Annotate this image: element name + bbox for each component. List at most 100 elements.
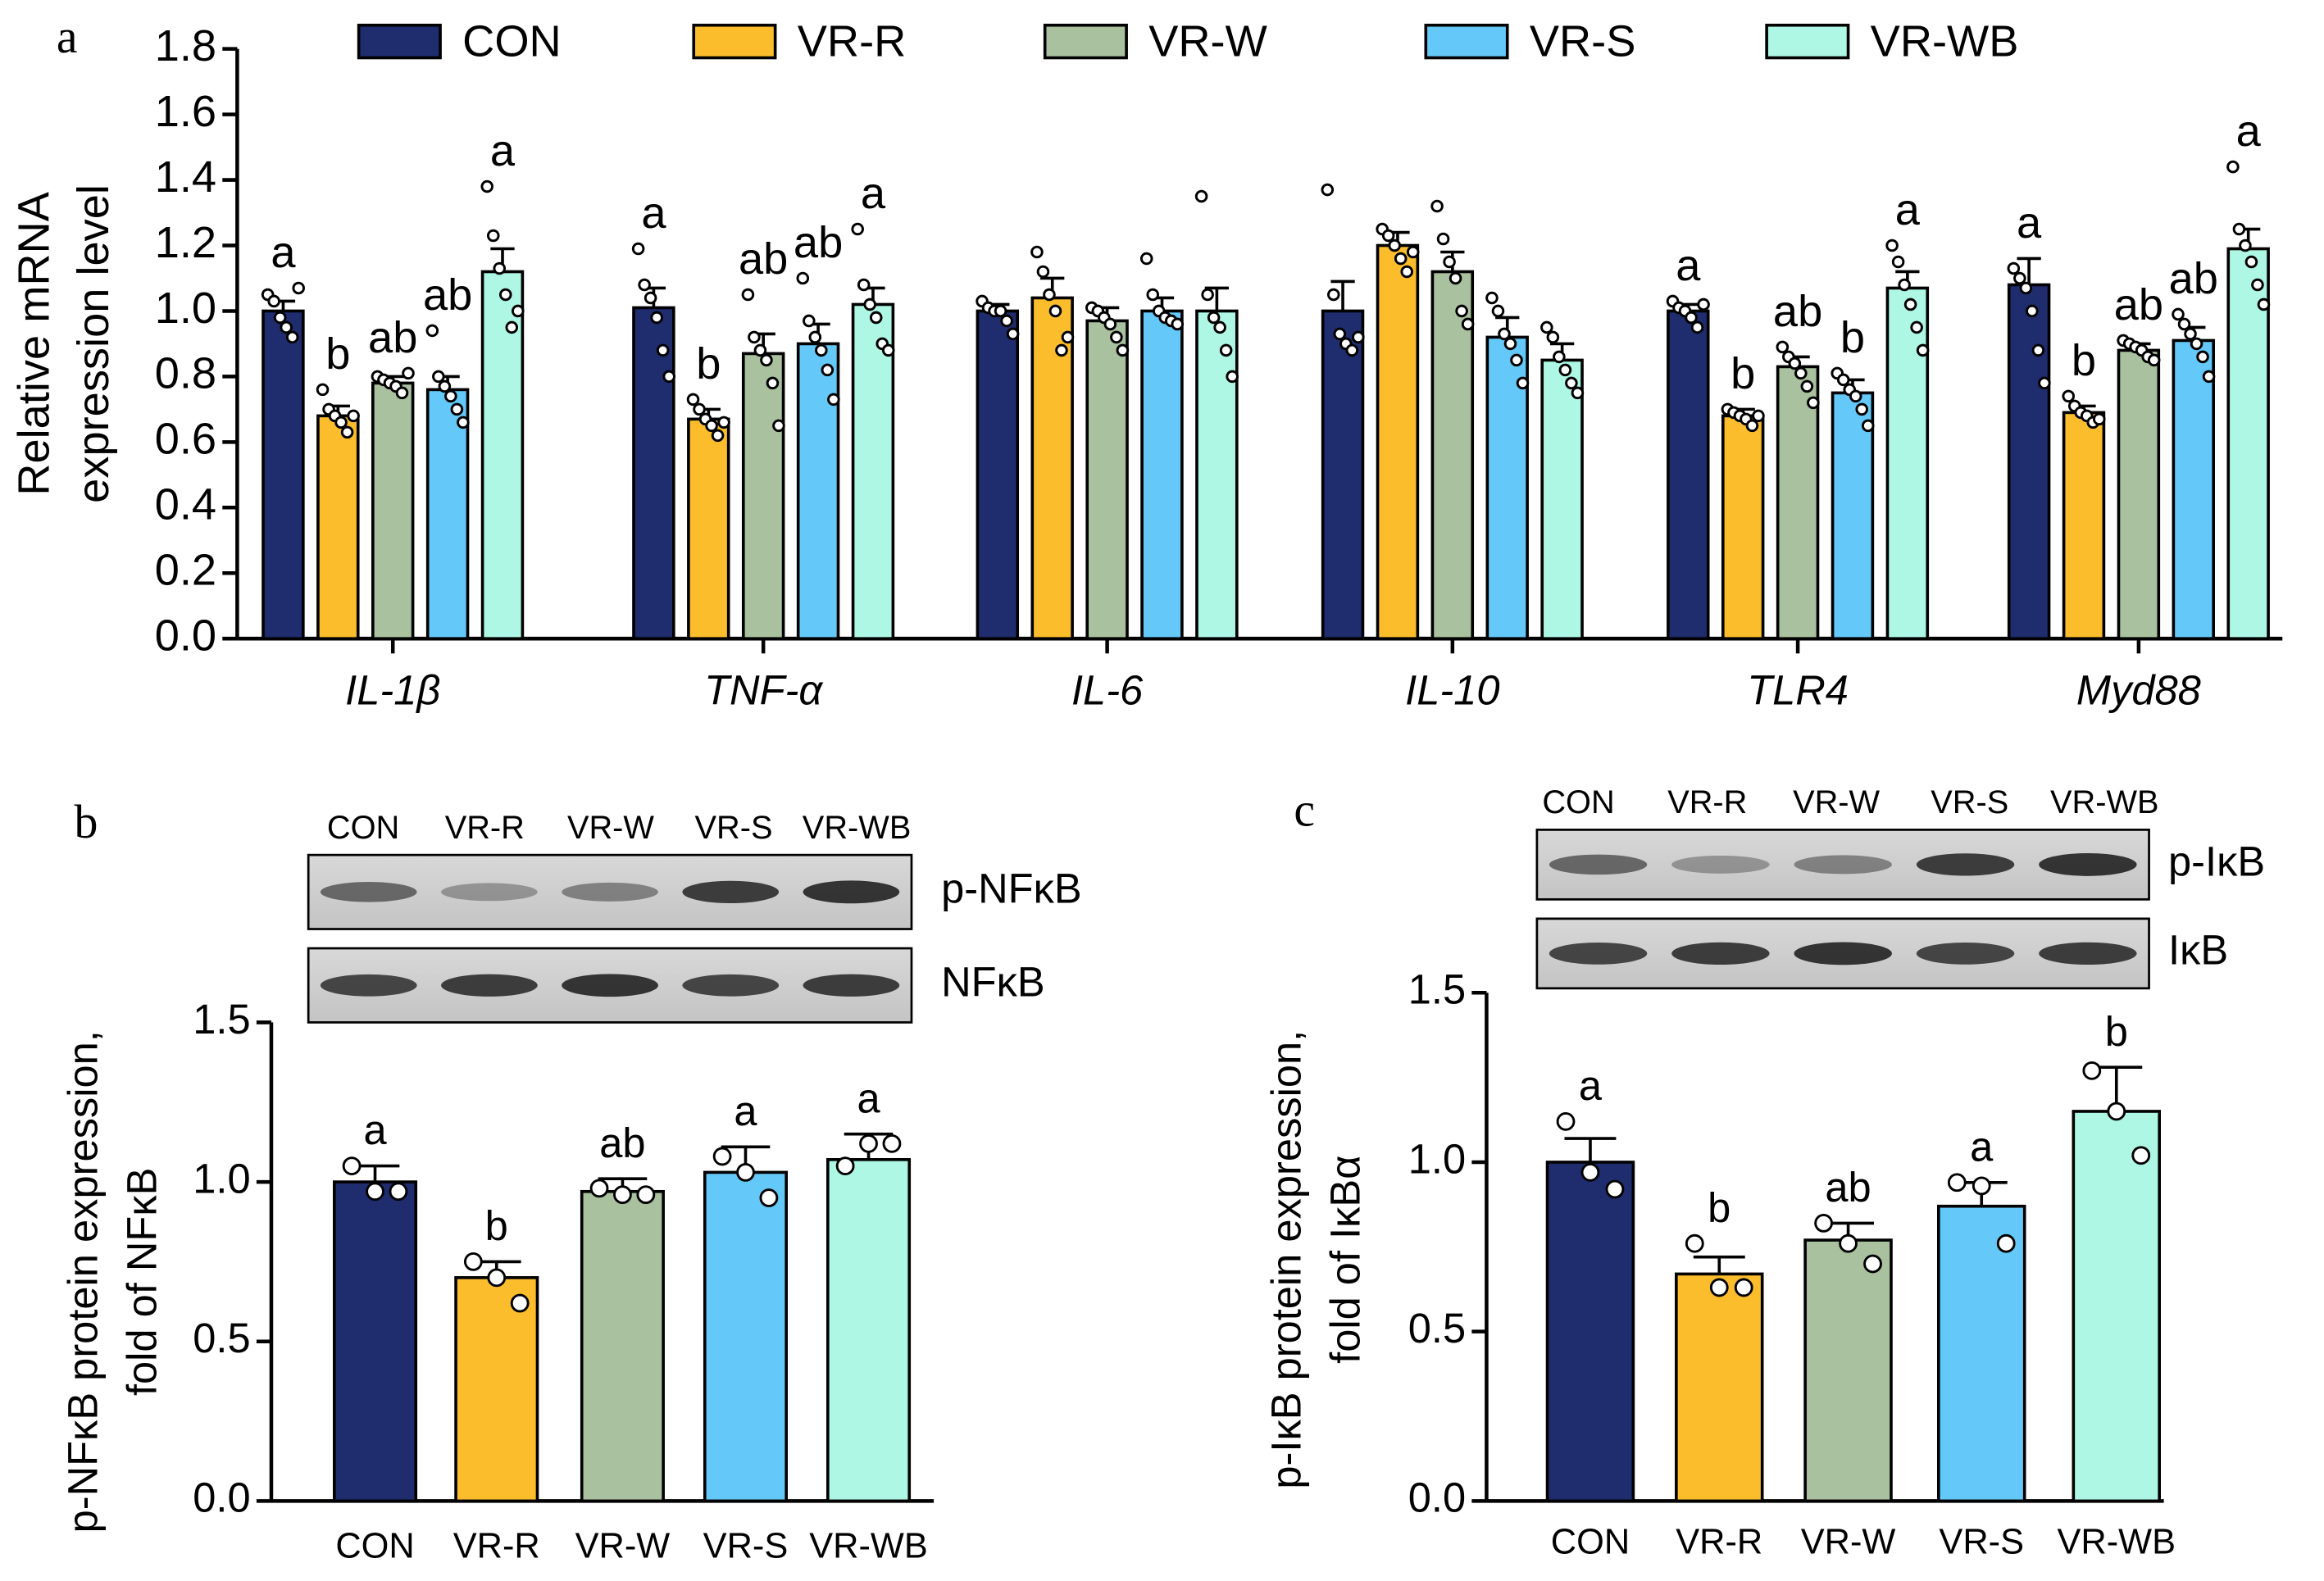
data-point	[827, 393, 840, 407]
data-point	[1910, 320, 1923, 334]
data-point	[638, 278, 651, 292]
bar	[2062, 411, 2106, 641]
legend-label: VR-W	[1148, 17, 1267, 66]
bar	[371, 381, 415, 641]
data-point	[1201, 288, 1214, 302]
data-point	[2031, 343, 2045, 357]
y-tick-label: 1.0	[193, 1155, 250, 1202]
data-point	[686, 393, 700, 407]
bar	[580, 1189, 665, 1503]
data-point	[705, 419, 718, 433]
data-point	[1103, 317, 1117, 331]
data-point	[1558, 363, 1572, 377]
data-point	[859, 1134, 878, 1153]
data-point	[1436, 232, 1450, 246]
data-point	[1540, 320, 1553, 334]
data-point	[994, 304, 1007, 318]
blot-lane-label: VR-WB	[803, 810, 912, 846]
data-point	[2251, 278, 2264, 292]
data-point	[589, 1179, 609, 1198]
y-tick-label: 1.0	[155, 284, 216, 333]
data-point	[2026, 304, 2039, 318]
data-point	[1352, 330, 1365, 344]
data-point	[1800, 379, 1814, 393]
blot-band	[803, 880, 900, 904]
bar	[1667, 309, 1710, 641]
data-point	[1503, 337, 1517, 351]
blot-label: p-IκB	[2168, 838, 2265, 884]
data-point	[650, 311, 663, 325]
bar	[1376, 243, 1420, 641]
data-point	[2062, 389, 2075, 403]
data-point	[796, 271, 810, 285]
data-point	[2239, 239, 2252, 252]
blot-band	[562, 974, 658, 997]
data-point	[1000, 314, 1013, 328]
data-point	[1381, 229, 1395, 243]
bar	[2226, 247, 2270, 641]
data-point	[2226, 160, 2240, 174]
data-point	[1794, 366, 1808, 380]
legend-swatch	[1424, 23, 1509, 60]
legend-swatch	[1765, 23, 1850, 60]
data-point	[711, 429, 725, 443]
data-point	[1734, 1278, 1753, 1297]
y-tick-label: 0.0	[193, 1474, 250, 1521]
data-point	[644, 291, 657, 305]
data-point	[366, 1182, 384, 1202]
y-tick-label: 1.5	[1408, 966, 1466, 1013]
significance-letter: b	[2072, 336, 2096, 385]
data-point	[1565, 376, 1578, 390]
y-tick-label: 0.0	[1408, 1474, 1466, 1521]
significance-letter: ab	[739, 234, 788, 284]
bar	[2072, 1110, 2162, 1503]
data-point	[2092, 412, 2106, 426]
data-point	[815, 343, 828, 357]
y-tick-label: 0.2	[155, 546, 216, 595]
y-tick-label: 1.8	[155, 21, 216, 70]
blot-band	[320, 974, 417, 997]
y-tick-label: 0.5	[193, 1315, 250, 1361]
x-tick-label: VR-R	[1676, 1522, 1762, 1561]
panel-label: c	[1294, 784, 1315, 837]
data-point	[869, 311, 883, 325]
data-point	[1485, 291, 1499, 305]
data-point	[1996, 1233, 2016, 1253]
data-point	[1321, 183, 1335, 197]
bar	[1831, 391, 1875, 641]
data-point	[498, 288, 512, 302]
data-point	[2177, 317, 2191, 331]
x-tick-label: IL-10	[1405, 666, 1499, 713]
data-point	[2147, 353, 2161, 367]
significance-letter: b	[1708, 1184, 1730, 1231]
data-point	[2038, 376, 2051, 390]
data-point	[438, 379, 452, 393]
data-point	[285, 330, 299, 344]
bar	[1885, 286, 1930, 641]
significance-letter: ab	[1825, 1164, 1871, 1211]
legend-label: VR-WB	[1871, 17, 2019, 66]
data-point	[1690, 320, 1704, 334]
y-axis-label: fold of NFκB	[119, 1168, 166, 1396]
data-point	[1213, 320, 1226, 334]
bar	[1937, 1204, 2026, 1503]
data-point	[1807, 396, 1820, 410]
data-point	[1430, 199, 1444, 213]
data-point	[1327, 288, 1340, 302]
panel-label: b	[75, 795, 98, 848]
bar	[741, 352, 785, 641]
data-point	[772, 419, 785, 433]
bar	[1140, 309, 1184, 641]
data-point	[493, 261, 507, 275]
blot-band	[1549, 854, 1648, 875]
significance-letter: a	[490, 126, 516, 175]
blot-band	[682, 974, 780, 997]
bar	[454, 1276, 539, 1503]
data-point	[2202, 370, 2216, 384]
bar	[632, 306, 675, 641]
significance-letter: ab	[1773, 287, 1822, 336]
blot-band	[1671, 855, 1770, 874]
data-point	[2082, 1061, 2102, 1080]
data-point	[1605, 1179, 1625, 1199]
data-point	[803, 314, 816, 328]
